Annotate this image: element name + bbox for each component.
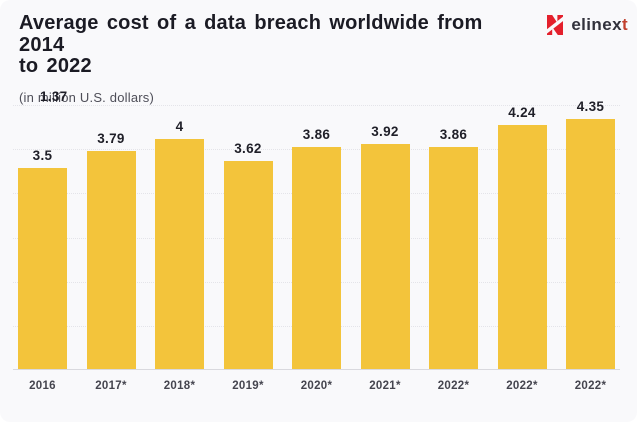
bar	[566, 118, 615, 369]
bars-container: 3.5 2016 3.79 2017* 4 2018* 3.62 2019* 3.86 2020*…	[13, 99, 620, 392]
x-axis-label: 2022*	[437, 380, 470, 392]
elinext-n-icon	[545, 15, 566, 36]
brand-name-main: elinex	[571, 15, 622, 34]
brand-name: elinext	[571, 15, 628, 35]
brand-logo: elinext	[545, 13, 628, 37]
bar-value-label: 4.24	[508, 105, 536, 121]
bar-chart-plot: 1.37 3.5 2016 3.79 2017* 4 2018* 3.62 2019* 3.86…	[13, 89, 620, 392]
bar-group: 4.24 2022*	[497, 105, 547, 392]
x-axis-label: 2017*	[95, 380, 127, 392]
bar-value-label: 3.86	[439, 127, 468, 143]
bar	[360, 143, 410, 369]
bar-group: 4.35 2022*	[566, 98, 615, 392]
bar-group: 3.92 2021*	[360, 123, 410, 392]
bar	[429, 147, 478, 369]
bar	[18, 167, 67, 369]
x-axis-label: 2022*	[506, 380, 538, 392]
bar-value-label: 3.79	[97, 131, 125, 147]
bar-group: 3.62 2019*	[223, 140, 273, 392]
bar-group: 4 2018*	[155, 119, 204, 392]
x-axis-label: 2021*	[369, 380, 401, 392]
bar	[292, 147, 341, 369]
bar	[223, 160, 273, 369]
bar-value-label: 4.35	[576, 98, 605, 114]
x-axis-label: 2019*	[232, 380, 264, 392]
x-axis-label: 2022*	[574, 380, 607, 392]
bar-value-label: 4	[175, 119, 184, 135]
bar	[497, 125, 547, 369]
chart-title: Average cost of a data breach worldwide …	[19, 12, 483, 77]
bar	[155, 139, 204, 369]
bar-value-label: 3.92	[371, 123, 399, 139]
chart-subtitle: (in million U.S. dollars)	[19, 89, 155, 105]
bar-value-label: 3.62	[234, 140, 262, 156]
x-axis-label: 2018*	[163, 380, 196, 392]
bar	[86, 151, 136, 369]
bar-group: 3.79 2017*	[86, 131, 136, 392]
bar-group: 3.5 2016	[18, 147, 67, 392]
x-axis-label: 2020*	[300, 380, 333, 392]
bar-group: 3.86 2020*	[292, 127, 341, 392]
chart-header: Average cost of a data breach worldwide …	[19, 12, 527, 105]
brand-name-accent: t	[621, 15, 628, 34]
bar-group: 3.86 2022*	[429, 127, 478, 392]
bar-value-label: 3.5	[32, 147, 53, 163]
bar-value-label: 3.86	[302, 127, 331, 143]
x-axis-label: 2016	[29, 380, 56, 392]
stray-value-label: 1.37	[40, 89, 68, 104]
gridline	[13, 105, 620, 106]
